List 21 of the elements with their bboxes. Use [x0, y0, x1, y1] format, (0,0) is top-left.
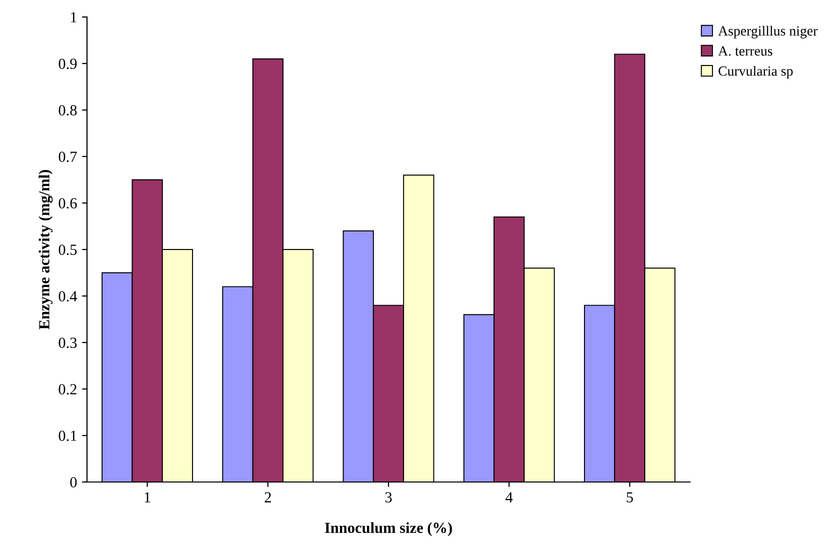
- y-tick-label: 0: [70, 477, 77, 488]
- legend-label: Aspergilllus niger: [718, 26, 818, 38]
- y-tick-label: 0.4: [58, 291, 78, 302]
- y-axis-title: Enzyme activity (mg/ml): [38, 170, 53, 330]
- y-tick-label: 0.6: [58, 198, 77, 209]
- y-tick-label: 0.9: [58, 58, 77, 70]
- legend-label: A. terreus: [718, 46, 772, 56]
- y-tick-label: 1: [70, 12, 76, 22]
- x-tick-label: 5: [626, 492, 633, 502]
- y-tick-label: 0.8: [58, 105, 77, 116]
- x-tick-label: 3: [385, 492, 392, 502]
- y-tick-label: 0.2: [58, 384, 76, 395]
- x-tick-label: 4: [506, 492, 513, 502]
- x-tick-label: 1: [144, 492, 150, 502]
- y-tick-label: 0.7: [58, 152, 77, 162]
- legend-label: Curvularia sp: [718, 66, 793, 79]
- y-tick-label: 0.5: [58, 244, 77, 256]
- y-tick-label: 0.1: [58, 430, 76, 442]
- x-tick-label: 2: [264, 492, 271, 502]
- y-tick-label: 0.3: [58, 338, 77, 348]
- x-axis-title: Innoculum size (%): [324, 522, 452, 536]
